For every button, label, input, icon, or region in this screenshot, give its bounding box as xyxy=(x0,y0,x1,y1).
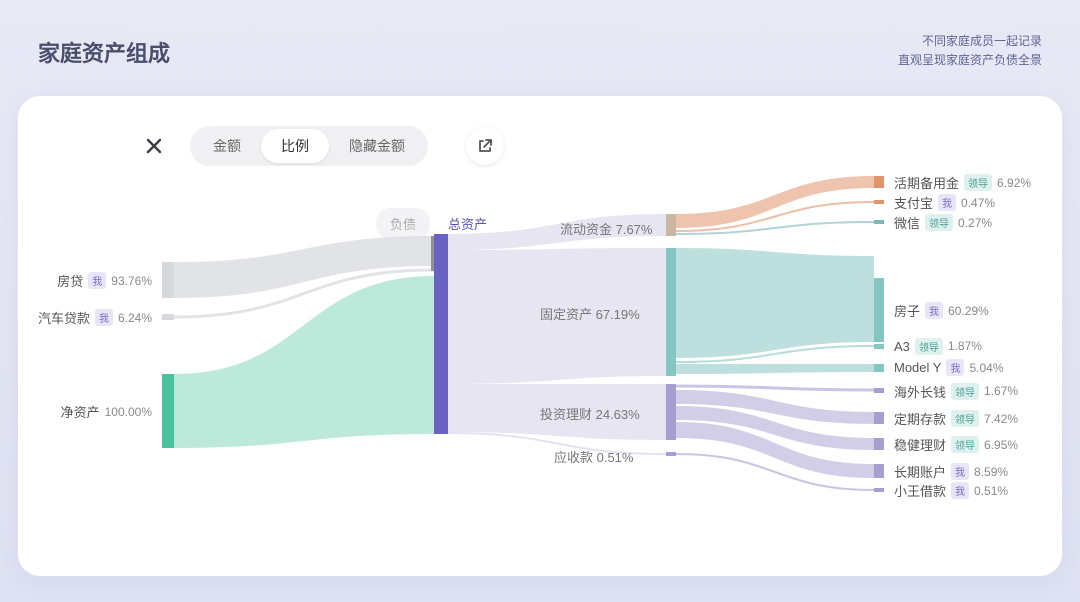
sub-tab-liability[interactable]: 负债 xyxy=(376,208,430,239)
category-label: 投资理财 24.63% xyxy=(540,404,640,423)
subtitle-line-2: 直观呈现家庭资产负债全景 xyxy=(898,51,1042,70)
chart-label: 汽车贷款我6.24% xyxy=(38,308,152,327)
close-button[interactable] xyxy=(136,128,172,164)
subtitle: 不同家庭成员一起记录 直观呈现家庭资产负债全景 xyxy=(898,32,1042,70)
close-icon xyxy=(146,138,162,154)
chart-label: 长期账户我8.59% xyxy=(894,462,1008,481)
chart-label: 海外长钱领导1.67% xyxy=(894,382,1018,401)
chart-card: 金额 比例 隐藏金额 负债 总资产 房贷我93.76% 汽车贷款我6.24% 净资产… xyxy=(18,96,1062,576)
sub-tabs: 负债 总资产 xyxy=(376,208,501,239)
chart-label: 房贷我93.76% xyxy=(57,271,152,290)
chart-label: Model Y我5.04% xyxy=(894,359,1004,376)
page-title: 家庭资产组成 xyxy=(38,36,170,68)
chart-label: 净资产100.00% xyxy=(61,402,152,421)
chart-label: 定期存款领导7.42% xyxy=(894,409,1018,428)
subtitle-line-1: 不同家庭成员一起记录 xyxy=(898,32,1042,51)
sub-tab-total-asset[interactable]: 总资产 xyxy=(434,208,501,239)
chart-label: 房子我60.29% xyxy=(894,301,989,320)
chart-label: 活期备用金领导6.92% xyxy=(894,173,1031,192)
share-button[interactable] xyxy=(466,127,504,165)
category-label: 固定资产 67.19% xyxy=(540,304,640,323)
share-icon xyxy=(477,138,493,154)
category-label: 流动资金 7.67% xyxy=(560,219,652,238)
chart-label: 支付宝我0.47% xyxy=(894,193,995,212)
chart-label: 稳健理财领导6.95% xyxy=(894,435,1018,454)
category-label: 应收款 0.51% xyxy=(554,447,633,466)
tab-ratio[interactable]: 比例 xyxy=(261,129,329,163)
chart-label: 微信领导0.27% xyxy=(894,213,992,232)
toolbar: 金额 比例 隐藏金额 xyxy=(136,126,504,166)
segmented-control: 金额 比例 隐藏金额 xyxy=(190,126,428,166)
sankey-chart xyxy=(18,96,1062,576)
chart-label: 小王借款我0.51% xyxy=(894,481,1008,500)
chart-label: A3领导1.87% xyxy=(894,338,982,355)
tab-amount[interactable]: 金额 xyxy=(193,129,261,163)
tab-hide-amount[interactable]: 隐藏金额 xyxy=(329,129,425,163)
